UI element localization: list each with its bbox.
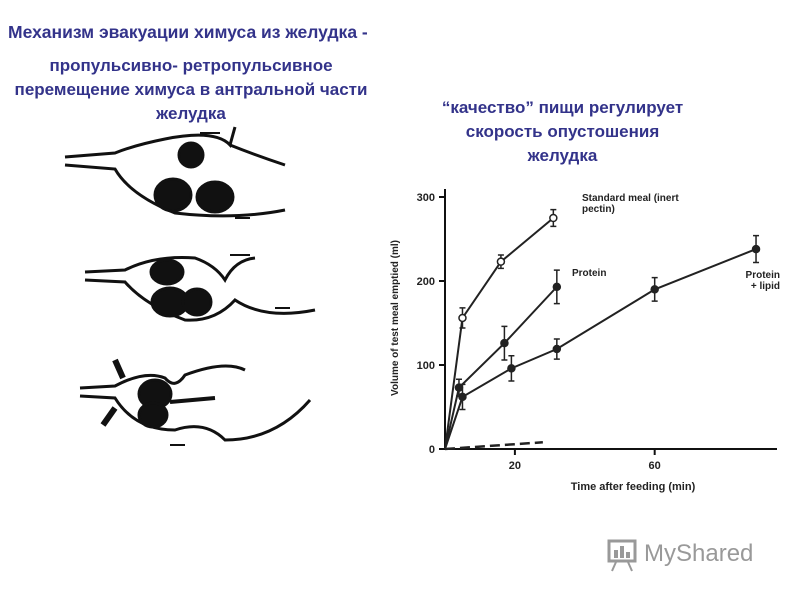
x-tick-label: 60 [649,460,661,472]
series-label: Protein [572,268,607,279]
point [458,392,467,402]
caption: “качество” пищи регулирует скорость опус… [441,98,684,165]
y-tick-label: 300 [417,192,435,204]
point [507,364,516,373]
x-axis-label: Time after feeding (min) [571,481,696,493]
point [751,244,761,254]
series-line [444,441,543,451]
point [454,383,464,392]
title: Механизм эвакуации химуса из желудка - [8,22,368,42]
y-tick-label: 100 [417,360,435,372]
point [549,213,558,223]
logo: MyShared [606,536,766,572]
x-tick-label: 20 [509,460,521,472]
y-tick-label: 200 [417,276,435,288]
series-label: Protein + lipid [745,270,780,292]
point [496,257,506,266]
series-label: Standard meal (inert pectin) [582,193,679,215]
series-line [444,248,757,450]
point [458,313,467,323]
series-line [444,217,554,450]
point [552,282,562,292]
logo-text: MyShared [644,540,754,567]
logo-icon [607,539,637,572]
subtitle: пропульсивно- ретропульсивное перемещени… [14,56,368,123]
diagram-2 [84,254,316,322]
diagram-3 [79,358,312,446]
series-line [444,286,558,450]
y-axis-label: Volume of test meal emptied (ml) [390,240,401,396]
diagram-1 [64,126,286,219]
point [500,338,509,348]
point [650,285,659,294]
stomach-diagrams [64,126,316,446]
point [552,344,562,354]
y-tick-label: 0 [429,444,435,456]
